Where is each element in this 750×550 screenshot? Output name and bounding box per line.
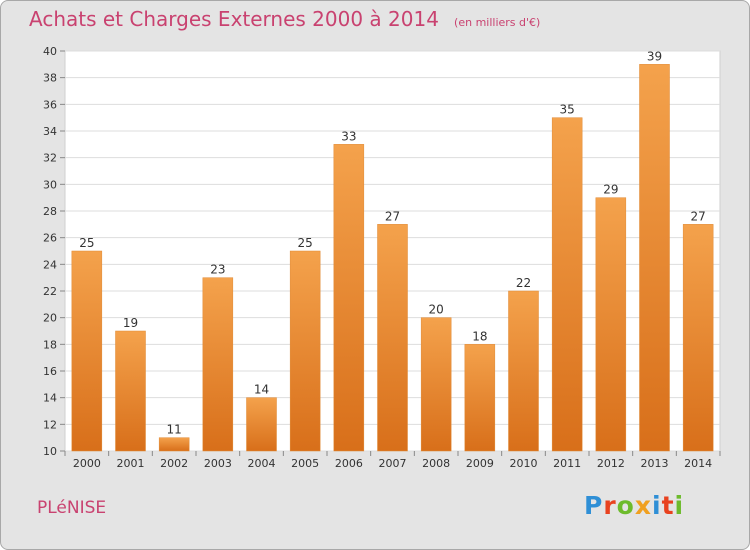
x-tick-label: 2005 bbox=[291, 457, 319, 470]
logo-letter: i bbox=[674, 491, 685, 520]
x-tick-label: 2006 bbox=[335, 457, 363, 470]
x-tick-label: 2000 bbox=[73, 457, 101, 470]
town-name: PLéNISE bbox=[37, 498, 107, 518]
bar-value-label: 27 bbox=[385, 209, 400, 223]
bar bbox=[115, 330, 146, 452]
bar-value-label: 33 bbox=[341, 129, 356, 143]
y-tick-label: 20 bbox=[43, 312, 57, 325]
logo-letter: P bbox=[584, 491, 604, 520]
x-tick-label: 2003 bbox=[204, 457, 232, 470]
x-tick-label: 2008 bbox=[422, 457, 450, 470]
bar bbox=[464, 344, 496, 452]
bar bbox=[202, 277, 234, 452]
logo-letter: o bbox=[616, 491, 635, 520]
chart-title-area: Achats et Charges Externes 2000 à 2014 (… bbox=[29, 7, 540, 31]
bar-value-label: 20 bbox=[429, 303, 444, 317]
chart-subtitle: (en milliers d'€) bbox=[454, 16, 541, 29]
y-tick-label: 10 bbox=[43, 445, 57, 458]
bar bbox=[377, 224, 408, 452]
y-tick-label: 30 bbox=[43, 178, 57, 191]
x-tick-label: 2001 bbox=[117, 457, 145, 470]
bar-value-label: 18 bbox=[472, 329, 487, 343]
bar-value-label: 27 bbox=[691, 209, 706, 223]
bar-chart: 10 12 14 16 18 20 22 24 26 28 30 32 34 36 38 40 25 2000 19… bbox=[43, 45, 721, 470]
x-tick-label: 2014 bbox=[684, 457, 712, 470]
x-tick-label: 2013 bbox=[641, 457, 669, 470]
x-tick-label: 2012 bbox=[597, 457, 625, 470]
x-tick-label: 2002 bbox=[160, 457, 188, 470]
bar-value-label: 29 bbox=[603, 183, 618, 197]
y-tick-label: 22 bbox=[43, 285, 57, 298]
bar bbox=[682, 224, 714, 452]
y-tick-label: 26 bbox=[43, 232, 57, 245]
y-tick-label: 16 bbox=[43, 365, 57, 378]
logo-letter: i bbox=[652, 491, 662, 520]
x-tick-label: 2009 bbox=[466, 457, 494, 470]
y-tick-label: 12 bbox=[43, 418, 57, 431]
y-tick-label: 18 bbox=[43, 338, 57, 351]
bar bbox=[333, 144, 365, 452]
chart-title: Achats et Charges Externes 2000 à 2014 bbox=[29, 7, 439, 31]
bar bbox=[639, 64, 670, 452]
bar-value-label: 14 bbox=[254, 383, 269, 397]
logo-letter: r bbox=[603, 491, 617, 520]
bar bbox=[595, 197, 627, 452]
bar bbox=[158, 437, 190, 452]
bar-value-label: 25 bbox=[79, 236, 94, 250]
y-tick-label: 38 bbox=[43, 72, 57, 85]
logo-letter: x bbox=[634, 491, 652, 520]
bar bbox=[551, 117, 583, 452]
bar-value-label: 39 bbox=[647, 49, 662, 63]
bar bbox=[246, 397, 277, 452]
proxiti-logo: Proxiti bbox=[584, 491, 684, 520]
y-tick-label: 24 bbox=[43, 258, 57, 271]
bar-value-label: 23 bbox=[210, 263, 225, 277]
x-tick-label: 2007 bbox=[379, 457, 407, 470]
bar bbox=[420, 317, 452, 452]
y-tick-label: 28 bbox=[43, 205, 57, 218]
y-tick-label: 36 bbox=[43, 98, 57, 111]
x-tick-label: 2011 bbox=[553, 457, 581, 470]
y-tick-label: 40 bbox=[43, 45, 57, 58]
y-tick-label: 32 bbox=[43, 152, 57, 165]
bar bbox=[508, 290, 539, 452]
x-tick-label: 2004 bbox=[248, 457, 276, 470]
bar-value-label: 22 bbox=[516, 276, 531, 290]
bar-value-label: 35 bbox=[560, 103, 575, 117]
bar-value-label: 25 bbox=[298, 236, 313, 250]
bar bbox=[71, 250, 103, 452]
logo-letter: t bbox=[661, 491, 675, 520]
y-tick-label: 14 bbox=[43, 392, 57, 405]
bar-value-label: 11 bbox=[167, 423, 182, 437]
y-tick-label: 34 bbox=[43, 125, 57, 138]
x-tick-label: 2010 bbox=[510, 457, 538, 470]
bar-value-label: 19 bbox=[123, 316, 138, 330]
bar bbox=[289, 250, 321, 452]
